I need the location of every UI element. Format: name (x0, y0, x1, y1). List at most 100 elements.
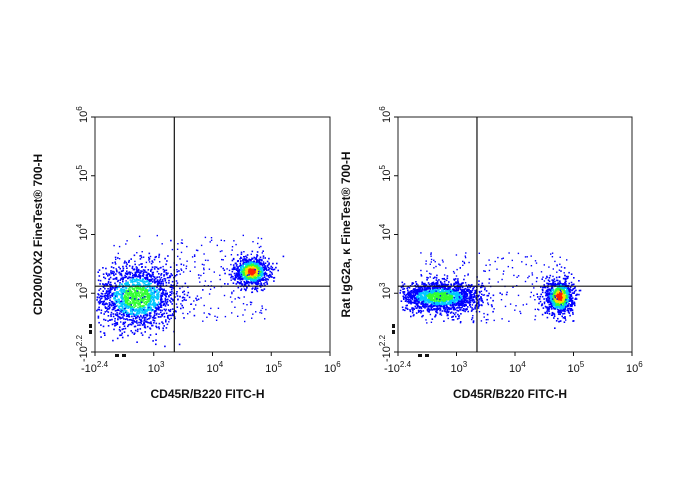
event-dot (435, 303, 437, 306)
event-dot (155, 255, 157, 258)
event-dot (107, 311, 110, 313)
event-dot (163, 271, 165, 273)
event-dot (547, 279, 550, 281)
event-dot (193, 300, 195, 302)
event-dot (256, 290, 259, 293)
event-dot (246, 272, 249, 275)
event-dot (165, 269, 168, 272)
event-dot (425, 303, 428, 306)
event-dot (410, 290, 413, 292)
event-dot (149, 303, 152, 305)
event-dot (467, 310, 469, 313)
event-dot (251, 250, 254, 253)
event-dot (104, 319, 107, 321)
event-dot (252, 281, 254, 284)
event-dot (113, 271, 115, 273)
event-dot (110, 288, 112, 290)
event-dot (433, 305, 435, 307)
event-dot (114, 256, 117, 259)
event-dot (141, 297, 143, 300)
event-dot (261, 252, 263, 254)
event-dot (425, 289, 427, 291)
event-dot (175, 303, 178, 305)
event-dot (268, 276, 270, 279)
event-dot (427, 282, 430, 284)
event-dot (439, 291, 442, 294)
event-dot (112, 270, 114, 273)
event-dot (106, 310, 108, 312)
event-dot (210, 307, 212, 310)
event-dot (241, 278, 244, 281)
event-dot (430, 300, 433, 303)
event-dot (471, 317, 474, 319)
event-dot (259, 280, 262, 282)
event-dot (262, 269, 264, 271)
event-dot (115, 258, 117, 261)
event-dot (246, 267, 248, 270)
event-dot (238, 297, 241, 299)
event-dot (565, 283, 567, 285)
event-dot (150, 289, 153, 291)
event-dot (262, 266, 265, 269)
event-dot (455, 304, 458, 306)
event-dot (235, 265, 238, 267)
event-dot (456, 302, 458, 305)
event-dot (468, 284, 470, 286)
event-dot (116, 301, 119, 304)
event-dot (134, 297, 137, 299)
event-dot (429, 296, 432, 299)
event-dot (412, 282, 415, 285)
event-dot (473, 296, 475, 298)
event-dot (419, 298, 421, 301)
event-dot (167, 255, 169, 257)
event-dot (124, 318, 127, 321)
event-dot (421, 289, 424, 291)
event-dot (144, 292, 147, 294)
event-dot (136, 290, 138, 292)
event-dot (133, 289, 136, 292)
event-dot (443, 296, 446, 298)
event-dot (462, 308, 465, 310)
event-dot (127, 324, 130, 326)
event-dot (491, 305, 493, 308)
event-dot (103, 332, 105, 334)
event-dot (126, 284, 129, 287)
event-dot (135, 294, 138, 296)
event-dot (110, 311, 113, 314)
event-dot (272, 262, 274, 265)
event-dot (141, 297, 144, 299)
event-dot (114, 261, 116, 263)
event-dot (131, 279, 134, 282)
event-dot (438, 297, 440, 299)
event-dot (142, 312, 145, 314)
event-dot (216, 244, 218, 247)
event-dot (156, 304, 159, 306)
event-dot (139, 301, 142, 304)
event-dot (254, 281, 256, 284)
event-dot (423, 304, 425, 306)
event-dot (253, 272, 256, 275)
event-dot (121, 307, 124, 309)
event-dot (136, 281, 138, 283)
event-dot (142, 256, 145, 258)
event-dot (257, 237, 259, 239)
event-dot (409, 296, 412, 299)
event-dot (124, 309, 127, 312)
event-dot (131, 272, 134, 275)
event-dot (457, 280, 459, 282)
event-dot (441, 310, 443, 312)
event-dot (102, 273, 105, 275)
event-dot (243, 269, 246, 271)
event-dot (114, 300, 117, 302)
event-dot (448, 297, 450, 299)
event-dot (193, 308, 195, 310)
event-dot (177, 243, 179, 245)
event-dot (445, 279, 448, 282)
event-dot (108, 274, 111, 276)
event-dot (552, 300, 555, 303)
event-dot (129, 297, 131, 299)
event-dot (139, 303, 141, 306)
event-dot (113, 303, 115, 306)
plot-frame (94, 116, 331, 353)
event-dot (146, 277, 148, 279)
